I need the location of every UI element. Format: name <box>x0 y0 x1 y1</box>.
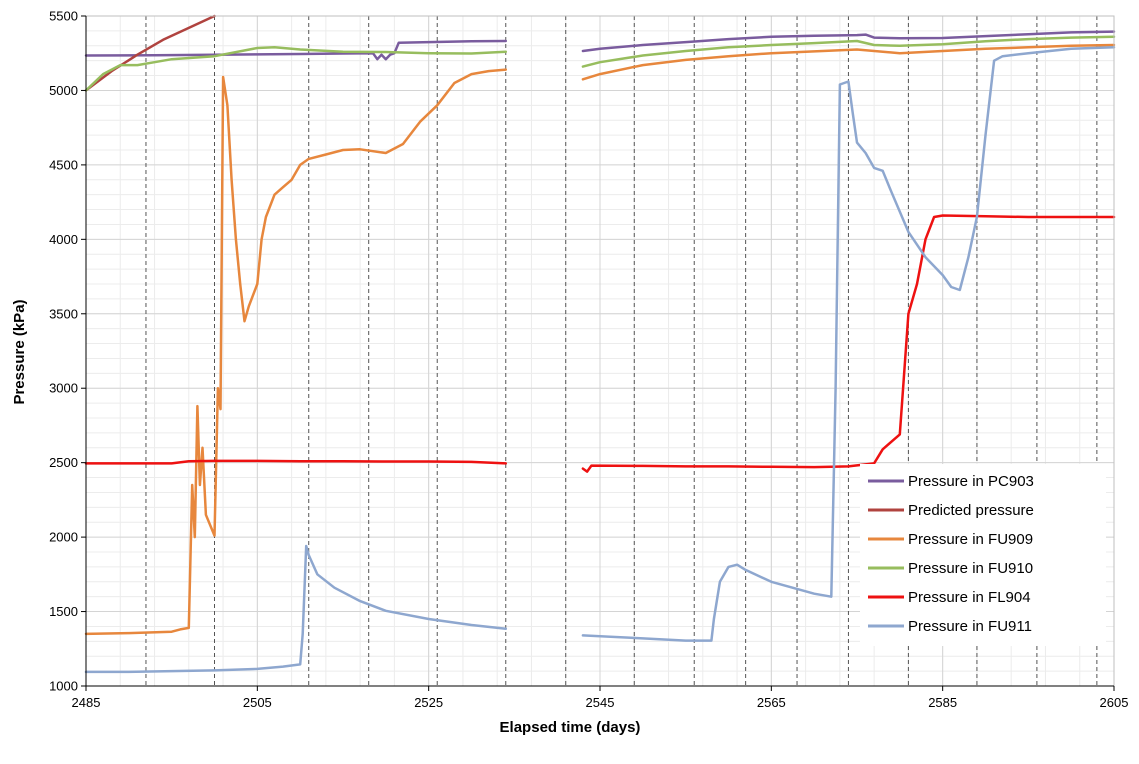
y-tick-label: 4500 <box>49 157 78 172</box>
series-line-pressure-in-fu910 <box>84 46 508 92</box>
x-tick-labels: 2485 2505 2525 2545 2565 2585 2605 <box>72 686 1129 710</box>
x-tick-label: 2545 <box>586 695 615 710</box>
legend-background <box>860 464 1106 646</box>
series-lines <box>84 14 1116 674</box>
x-tick-label: 2585 <box>928 695 957 710</box>
x-axis-title: Elapsed time (days) <box>500 719 641 736</box>
y-tick-label: 3000 <box>49 381 78 396</box>
series-line-pressure-in-pc903 <box>581 30 1116 53</box>
x-tick-label: 2565 <box>757 695 786 710</box>
series-line-pressure-in-fu909 <box>84 68 508 636</box>
series-line-predicted-pressure <box>84 14 216 92</box>
series-line-pressure-in-fl904 <box>84 459 508 465</box>
y-tick-label: 4000 <box>49 232 78 247</box>
y-tick-label: 2000 <box>49 530 78 545</box>
x-tick-label: 2505 <box>243 695 272 710</box>
legend: Pressure in PC903 Predicted pressure Press… <box>860 464 1106 646</box>
x-tick-label: 2525 <box>414 695 443 710</box>
legend-label: Pressure in PC903 <box>908 473 1034 490</box>
y-tick-label: 1500 <box>49 604 78 619</box>
series-line-pressure-in-fu911 <box>581 46 1116 642</box>
x-tick-label: 2605 <box>1100 695 1129 710</box>
legend-label: Predicted pressure <box>908 502 1034 519</box>
y-tick-label: 5000 <box>49 83 78 98</box>
y-tick-label: 2500 <box>49 455 78 470</box>
series-line-pressure-in-fu909 <box>581 43 1116 81</box>
y-tick-label: 5500 <box>49 9 78 24</box>
legend-label: Pressure in FU909 <box>908 531 1033 548</box>
legend-label: Pressure in FU910 <box>908 560 1033 577</box>
series-line-pressure-in-fu910 <box>581 35 1116 68</box>
y-tick-labels: 1000 1500 2000 2500 3000 3500 4000 4500 5000 5500 <box>49 9 86 694</box>
x-tick-label: 2485 <box>72 695 101 710</box>
y-tick-label: 1000 <box>49 679 78 694</box>
legend-label: Pressure in FL904 <box>908 589 1031 606</box>
y-axis-title: Pressure (kPa) <box>11 299 28 404</box>
y-tick-label: 3500 <box>49 306 78 321</box>
series-line-pressure-in-fl904 <box>581 214 1116 473</box>
series-line-pressure-in-fu911 <box>84 544 508 674</box>
series-line-pressure-in-pc903 <box>84 39 508 61</box>
legend-label: Pressure in FU911 <box>908 618 1032 635</box>
